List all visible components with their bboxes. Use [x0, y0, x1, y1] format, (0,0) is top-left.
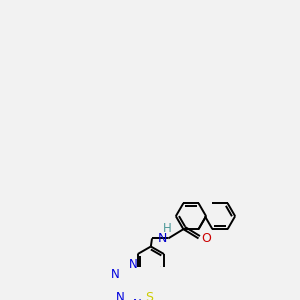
Text: N: N: [117, 299, 125, 300]
Text: O: O: [202, 232, 212, 245]
Text: N: N: [132, 298, 141, 300]
Text: N: N: [116, 291, 125, 300]
Text: N: N: [111, 268, 119, 281]
Text: S: S: [145, 291, 153, 300]
Text: N: N: [158, 232, 167, 245]
Text: N: N: [128, 257, 137, 271]
Text: H: H: [163, 222, 172, 236]
